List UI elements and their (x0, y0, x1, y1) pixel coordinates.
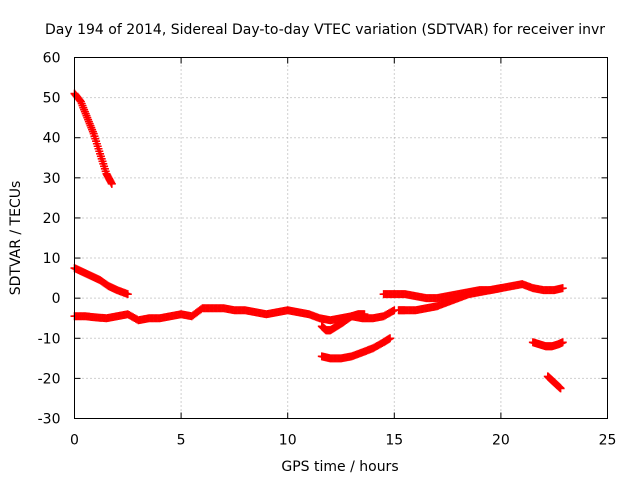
y-tick-label: 60 (43, 51, 61, 67)
satellite-track-h (528, 338, 567, 351)
data-point (556, 384, 565, 393)
axis-ticks (74, 57, 608, 419)
x-tick-label: 5 (177, 433, 186, 449)
plot-frame (74, 57, 608, 419)
satellite-track-b (70, 264, 132, 299)
y-tick-label: 30 (43, 171, 61, 187)
data-point (558, 284, 567, 293)
data-point (360, 310, 369, 319)
y-tick-label: -10 (38, 331, 61, 347)
x-tick-label: 10 (279, 433, 297, 449)
y-tick-label: 0 (52, 291, 61, 307)
data-point (496, 284, 505, 293)
x-tick-label: 0 (70, 433, 79, 449)
y-tick-label: 50 (43, 91, 61, 107)
data-point (123, 290, 132, 299)
satellite-track-g (394, 284, 505, 315)
grid-lines (74, 57, 608, 419)
x-axis-label: GPS time / hours (281, 459, 398, 475)
x-tick-label: 20 (492, 433, 510, 449)
satellite-track-a (70, 89, 116, 188)
y-tick-label: 40 (43, 131, 61, 147)
data-markers (70, 89, 567, 393)
y-tick-label: 10 (43, 251, 61, 267)
x-tick-label: 25 (599, 433, 617, 449)
tick-labels: 0 5 10 15 20 25 -30 -20 -10 0 10 20 30 40 50 60 (38, 51, 617, 449)
chart-title: Day 194 of 2014, Sidereal Day-to-day VTE… (45, 22, 605, 38)
satellite-track-d (317, 310, 369, 335)
satellite-track-i (543, 372, 565, 393)
data-point (558, 338, 567, 347)
y-tick-label: 20 (43, 211, 61, 227)
y-axis-label: SDTVAR / TECUs (8, 181, 24, 296)
y-tick-label: -30 (38, 412, 61, 428)
data-point (107, 179, 116, 188)
satellite-track-e (317, 334, 395, 363)
y-tick-label: -20 (38, 371, 61, 387)
x-tick-label: 15 (385, 433, 403, 449)
data-point (386, 334, 395, 343)
